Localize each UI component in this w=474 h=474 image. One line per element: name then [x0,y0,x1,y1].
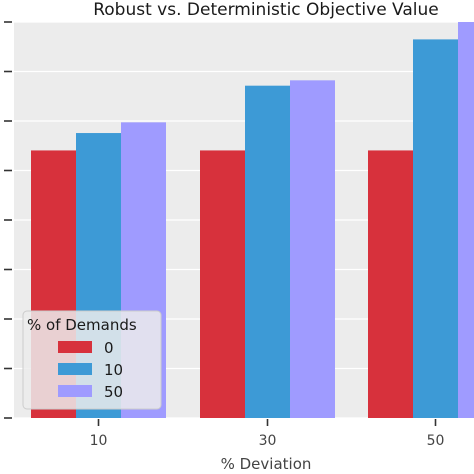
legend-label-50: 50 [104,383,123,401]
bar-0-50 [368,150,413,418]
legend-label-0: 0 [104,339,114,357]
legend[interactable]: % of Demands 0 10 50 [22,310,162,410]
x-ticks: 10 30 50 [90,419,445,449]
x-tick-label: 30 [259,433,277,449]
legend-swatch-50 [58,385,92,397]
bar-50-50 [458,22,474,418]
legend-swatch-0 [58,341,92,353]
x-tick-label: 10 [90,433,108,449]
legend-box [22,310,162,410]
bar-10-50 [413,39,458,418]
bar-50-30 [290,80,335,419]
legend-swatch-10 [58,363,92,375]
x-tick-label: 50 [427,433,445,449]
bar-10-30 [245,85,290,418]
chart-title: Robust vs. Deterministic Objective Value [93,0,439,20]
legend-title: % of Demands [27,316,137,334]
bar-0-30 [200,150,245,418]
x-axis-label: % Deviation [221,455,312,473]
legend-label-10: 10 [104,361,123,379]
y-ticks [4,21,12,419]
